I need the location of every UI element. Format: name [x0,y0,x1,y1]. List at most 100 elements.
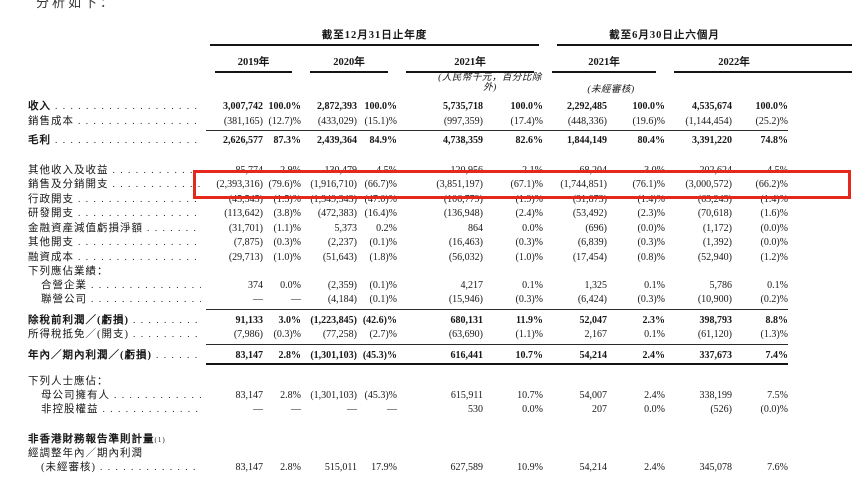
dot-leader: . . . . . . . . . . . . . . . . . . . . … [91,280,201,291]
table-row: 行政開支 . . . . . . . . . . . . . . . . . . … [28,193,852,208]
row-label-text: 經調整年內／期內利潤 [28,448,143,459]
cell-percent: 4.5% [767,164,788,176]
row-label: 收入 . . . . . . . . . . . . . . . . . . . … [28,100,206,115]
cell-value: 120,956 [450,164,484,176]
cell-percent: 74.8% [760,135,789,146]
footnote-marker: (1) [154,435,166,444]
cell-value: (1,144,454) [665,115,732,131]
cell-value: (63,690) [397,328,483,345]
row-label-text: 研發開支 [28,208,74,219]
cell-value: 83,147 [235,389,264,401]
dot-leader: . . . . . . . . . . . . . . . . . . . . … [78,194,201,205]
cell-value: 2,626,577 [223,135,263,146]
row-label: 毛利 . . . . . . . . . . . . . . . . . . . … [28,134,206,149]
dot-leader: . . . . . . . . . . . . . . . . . . . . … [78,252,201,263]
table-row: 所得稅抵免／(開支) . . . . . . . . . . . . . . . … [28,328,852,345]
cell-percent: (0.0)% [637,222,666,234]
table-row: (未經審核) . . . . . . . . . . . . . . . . . … [28,461,852,476]
cell-value: 680,131 [450,314,484,326]
cell-percent: 11.9% [516,314,543,326]
cell-value: (472,383) [317,208,357,219]
cell-percent: 82.6% [515,135,544,146]
cell-value: (3,851,197) [436,179,483,190]
cell-value: 338,199 [699,389,733,401]
row-label-text: 收入 [28,101,51,112]
cell-value: 3,391,220 [692,135,732,146]
cell-value: 5,786 [709,279,733,291]
dot-leader: . . . . . . . . . . . . . . . . . . . . … [147,223,201,234]
cell-value: 2,167 [543,328,607,345]
table-row: 合營企業 . . . . . . . . . . . . . . . . . . … [28,279,852,294]
cell-value: (696) [585,222,607,234]
intro-text-clipped: 分析如下： [36,0,117,10]
cell-value: (31,701) [228,222,263,234]
cell-value: (2,393,316) [216,179,263,190]
table-row: 母公司擁有人 . . . . . . . . . . . . . . . . . … [28,389,852,404]
cell-percent: (0.1)% [357,293,397,310]
table-row: 其他收入及收益. . . . . . . . . . . . . . . . .… [28,164,852,179]
cell-value: (1,392) [702,237,732,248]
row-label-text: 金融資產減值虧損淨額 [28,222,143,234]
cell-value: 530 [468,404,483,415]
row-label: 經調整年內／期內利潤 [28,447,206,461]
cell-value: (526) [710,404,732,415]
year-2021-interim-header: 2021年 [552,57,656,73]
cell-percent: 2.8% [280,461,301,473]
cell-percent: 0.0% [522,222,543,234]
dot-leader: . . . . . . . . . . . . . . . . . . . . … [78,209,201,219]
cell-value: (15,946) [397,293,483,310]
cell-value: 615,911 [450,389,483,401]
cell-percent: 10.9% [517,461,543,473]
dot-leader: . . . . . . . . . . . . . . . . . . . . … [114,390,201,401]
cell-percent: (76.1)% [632,179,666,190]
dot-leader: . . . . . . . . . . . . . . . . . . . . … [100,462,201,473]
cell-percent: 7.6% [767,461,788,473]
row-label-text: 其他收入及收益 [28,164,109,176]
cell-percent: 100.0% [632,101,666,112]
table-row: 非控股權益. . . . . . . . . . . . . . . . . .… [28,403,852,418]
row-label: 研發開支 . . . . . . . . . . . . . . . . . . … [28,207,206,222]
cell-value: (113,642) [224,208,263,219]
cell-value: — [206,293,263,310]
cell-value: (56,032) [448,251,483,263]
cell-percent: 7.5% [767,389,788,401]
cell-value: 398,793 [699,314,733,326]
cell-value: (63,243) [697,193,732,205]
row-label: 融資成本 . . . . . . . . . . . . . . . . . . … [28,251,206,266]
cell-value: 202,624 [699,164,733,176]
cell-percent: 84.9% [369,135,398,146]
row-label: 非香港財務報告準則計量 (1) [28,433,206,448]
cell-value: (29,713) [228,251,263,263]
cell-percent: 0.0% [280,279,301,291]
cell-value: 68,204 [579,164,608,176]
cell-value: (106,779) [443,193,483,205]
currency-note: (人民幣千元，百分比除外) [438,73,542,93]
cell-value: 91,133 [235,314,264,326]
cell-value: 2,292,485 [567,101,607,112]
dot-leader: . . . . . . . . . . . . . . . . . . . . … [55,102,201,112]
cell-value: (1,744,851) [560,179,607,190]
dot-leader: . . . . . . . . . . . . . . . . . . . . … [112,165,202,176]
cell-value: (17,454) [572,251,607,263]
dot-leader: . . . . . . . . . . . . . . . . . . . . … [133,330,201,340]
cell-percent: (1.8)% [369,251,398,263]
table-row: 毛利 . . . . . . . . . . . . . . . . . . . … [28,134,852,149]
cell-value: 1,325 [584,279,608,291]
cell-percent: 2.9% [280,164,301,176]
table-row: 收入 . . . . . . . . . . . . . . . . . . . … [28,100,852,115]
cell-percent: 2.8% [263,349,301,365]
cell-value: (1,301,103) [301,349,357,365]
cell-value: (6,839) [577,237,607,248]
table-row: 聯營公司 . . . . . . . . . . . . . . . . . . … [28,293,852,310]
cell-value: (136,948) [443,208,483,219]
cell-percent: (1.6)% [760,208,789,219]
period-annual-header: 截至12月31日止年度 [210,30,539,46]
cell-value: 4,217 [460,279,484,291]
cell-value: (1,916,710) [310,179,357,190]
table-body: 收入 . . . . . . . . . . . . . . . . . . . … [28,100,852,475]
cell-value: (997,359) [397,115,483,131]
cell-percent: (2.7)% [357,328,397,345]
cell-percent: (0.3)% [607,293,665,310]
cell-percent: (1.0)% [515,251,544,263]
cell-value: (3,000,572) [685,179,732,190]
